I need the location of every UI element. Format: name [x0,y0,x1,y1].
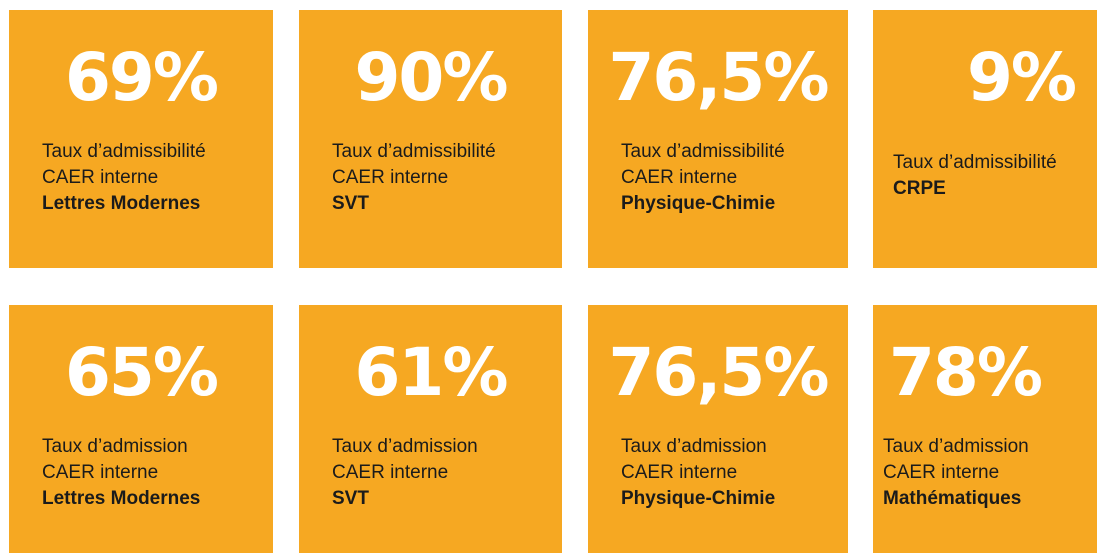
stat-value: 76,5% [608,39,830,116]
subject: Mathématiques [883,488,1022,509]
label-line: CAER interne [42,167,159,188]
label-line: CAER interne [883,462,1000,483]
stat-value: 9% [966,39,1077,116]
stat-card: 65% Taux d’admission CAER interne Lettres M… [9,305,273,553]
subject: Lettres Modernes [42,193,201,214]
subject-line: Physique-Chimie [621,486,775,512]
subject-line: SVT [332,191,496,217]
label-line: CAER interne [42,462,159,483]
subject: SVT [332,193,369,214]
label-line: Taux d’admission [42,436,188,457]
label-line: Taux d’admissibilité [621,141,785,162]
stat-value: 78% [889,334,1043,411]
stat-card: 69% Taux d’admissibilité CAER interne Lettr… [9,10,273,268]
stat-card: 78% Taux d’admission CAER interne Mathémati… [873,305,1097,553]
stat-card: 9% Taux d’admissibilité CRPE [873,10,1097,268]
label-line: Taux d’admissibilité [42,141,206,162]
subject-line: SVT [332,486,478,512]
stat-label: Taux d’admission CAER interne Mathématique… [883,434,1029,512]
subject-line: CRPE [893,176,1057,202]
stat-label: Taux d’admissibilité CAER interne Physique… [621,139,785,217]
stat-label: Taux d’admissibilité CAER interne Lettres … [42,139,206,217]
stat-label: Taux d’admission CAER interne Physique-Chi… [621,434,775,512]
subject: SVT [332,488,369,509]
subject-line: Physique-Chimie [621,191,785,217]
label-line: CAER interne [332,167,449,188]
label-line: Taux d’admission [621,436,767,457]
label-line: Taux d’admission [883,436,1029,457]
stat-card: 76,5% Taux d’admissibilité CAER interne Phy… [588,10,848,268]
stat-card: 61% Taux d’admission CAER interne SVT [299,305,562,553]
subject: CRPE [893,178,946,199]
label-line: CAER interne [332,462,449,483]
subject: Physique-Chimie [621,488,776,509]
stat-value: 69% [65,39,219,116]
subject-line: Mathématiques [883,486,1029,512]
label-line: Taux d’admission [332,436,478,457]
label-line: Taux d’admissibilité [332,141,496,162]
stat-label: Taux d’admission CAER interne Lettres Mode… [42,434,200,512]
subject-line: Lettres Modernes [42,486,200,512]
stat-card: 90% Taux d’admissibilité CAER interne SVT [299,10,562,268]
label-line: CAER interne [621,462,738,483]
stat-value: 90% [354,39,509,116]
label-line: Taux d’admissibilité [893,152,1057,173]
subject: Lettres Modernes [42,488,201,509]
stat-value: 61% [354,334,509,411]
label-line: CAER interne [621,167,738,188]
stat-label: Taux d’admissibilité CRPE [893,150,1057,202]
subject: Physique-Chimie [621,193,776,214]
subject-line: Lettres Modernes [42,191,206,217]
stat-card: 76,5% Taux d’admission CAER interne Physiqu… [588,305,848,553]
stat-value: 65% [65,334,219,411]
stat-label: Taux d’admission CAER interne SVT [332,434,478,512]
stat-value: 76,5% [608,334,830,411]
stat-label: Taux d’admissibilité CAER interne SVT [332,139,496,217]
